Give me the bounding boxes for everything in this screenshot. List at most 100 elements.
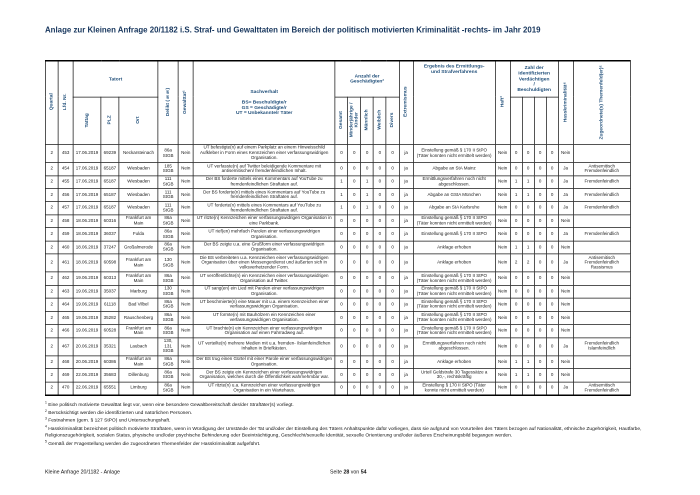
cell-verdaechtige-divers: 0 [545, 214, 559, 229]
col-group-geschaedigte: Anzahl der Geschädigten² [334, 60, 400, 98]
cell-gewalttat: Nein [177, 381, 194, 396]
cell-verdaechtige-divers: 0 [545, 310, 559, 325]
cell-verdaechtige-gesamt: 0 [509, 297, 523, 312]
cell-hasskriminalitaet: Nein [557, 355, 574, 370]
cell-ergebnis: Abgabe an StA Mainz [412, 162, 496, 176]
cell-quartal: 2 [44, 162, 59, 176]
cell-tattag: 19.06.2019 [72, 324, 102, 338]
cell-tattag: 22.06.2019 [72, 368, 102, 383]
cell-geschaedigte-gesamt: 0 [334, 284, 349, 299]
cell-quartal: 2 [44, 271, 59, 286]
cell-haft: Nein [494, 162, 511, 176]
cell-ort: Wiesbaden [118, 188, 159, 203]
cell-verdaechtige-weiblich: 0 [533, 240, 547, 255]
cell-geschaedigte-weiblich: 0 [373, 337, 387, 357]
cell-geschaedigte-gesamt: 1 [334, 201, 349, 216]
cell-plz: 37247 [100, 240, 120, 255]
cell-verdaechtige-maennlich: 1 [521, 240, 535, 255]
cell-lfd-nr: 460 [57, 240, 74, 255]
cell-tattag: 19.06.2019 [72, 284, 102, 299]
cell-verdaechtige-divers: 0 [545, 284, 559, 299]
cell-geschaedigte-gesamt: 0 [334, 271, 349, 286]
footer-of-word: von [350, 469, 360, 475]
cell-themenfeld [572, 297, 631, 312]
cell-sachverhalt: UT formte(n) mit Bauhölzern ein Kennzeic… [192, 310, 336, 325]
table-row: 2 466 19.06.2019 60528 Frankfurt am Main 86a … [44, 324, 631, 338]
cell-ort: Fulda [118, 227, 159, 242]
cell-geschaedigte-maennlich: 0 [360, 284, 374, 299]
cell-geschaedigte-maennlich: 0 [360, 214, 374, 229]
cell-geschaedigte-maennlich: 0 [360, 143, 374, 163]
table-row: 2 467 20.06.2019 35321 Laubach 130, 131 StGB N… [44, 337, 631, 357]
cell-quartal: 2 [44, 355, 59, 370]
table-row: 2 455 17.06.2019 65187 Wiesbaden 111 StGB Nein… [44, 175, 631, 190]
cell-verdaechtige-maennlich: 2 [521, 253, 535, 273]
cell-delikt: 86a StGB [157, 271, 179, 286]
cell-geschaedigte-gesamt: 0 [334, 227, 349, 242]
cell-extremismus: ja [398, 201, 414, 216]
cell-geschaedigte-weiblich: 0 [373, 188, 387, 203]
cell-geschaedigte-minderjaehrige: 0 [347, 227, 362, 242]
cell-geschaedigte-minderjaehrige: 0 [347, 284, 362, 299]
cell-verdaechtige-weiblich: 0 [533, 337, 547, 357]
col-header-plz: PLZ [100, 96, 120, 145]
cell-quartal: 2 [44, 201, 59, 216]
cell-geschaedigte-weiblich: 0 [373, 201, 387, 216]
cell-verdaechtige-maennlich: 0 [521, 271, 535, 286]
cell-geschaedigte-weiblich: 0 [373, 324, 387, 338]
cell-verdaechtige-gesamt: 2 [509, 253, 523, 273]
cell-geschaedigte-minderjaehrige: 0 [347, 214, 362, 229]
cell-geschaedigte-divers: 0 [385, 368, 400, 383]
cell-geschaedigte-weiblich: 0 [373, 227, 387, 242]
cell-geschaedigte-weiblich: 0 [373, 162, 387, 176]
cell-geschaedigte-divers: 0 [385, 162, 400, 176]
cell-geschaedigte-maennlich: 0 [360, 310, 374, 325]
cell-verdaechtige-maennlich: 0 [521, 284, 535, 299]
cell-geschaedigte-gesamt: 0 [334, 143, 349, 163]
cell-verdaechtige-weiblich: 0 [533, 188, 547, 203]
cell-lfd-nr: 455 [57, 175, 74, 190]
cell-tattag: 17.06.2019 [72, 143, 102, 163]
cell-geschaedigte-divers: 0 [385, 324, 400, 338]
table-row: 2 469 22.06.2019 35683 Dillenburg 86a StGB Nei… [44, 368, 631, 383]
cell-plz: 65187 [100, 201, 120, 216]
cell-gewalttat: Nein [177, 297, 194, 312]
cell-verdaechtige-gesamt: 0 [509, 310, 523, 325]
cell-lfd-nr: 468 [57, 355, 74, 370]
cell-verdaechtige-gesamt: 0 [509, 227, 523, 242]
page-title: Anlage zur Kleinen Anfrage 20/1182 i.S. … [45, 25, 541, 35]
cell-sachverhalt: UT befestigte(n) auf einem Parkplatz an … [192, 143, 336, 163]
cell-sachverhalt: Der BS zeigte ein Kennzeichen einer verf… [192, 368, 336, 383]
col-header-hasskriminalitaet: Hasskriminalität⁴ [557, 60, 574, 145]
cell-hasskriminalitaet: Ja [557, 253, 574, 273]
cell-gewalttat: Nein [177, 310, 194, 325]
cell-haft: Nein [494, 297, 511, 312]
cell-verdaechtige-divers: 0 [545, 297, 559, 312]
cell-geschaedigte-maennlich: 0 [360, 227, 374, 242]
col-header-verdaechtige-maennlich [521, 96, 535, 145]
cell-lfd-nr: 454 [57, 162, 74, 176]
cell-ergebnis: Einstellung gemäß § 170 II StPO [412, 227, 496, 242]
cell-ergebnis: Urteil Geldstrafe 30 Tagessätze a 30,-, … [412, 368, 496, 383]
col-header-quartal: Quartal [44, 60, 59, 145]
cell-lfd-nr: 457 [57, 201, 74, 216]
cell-geschaedigte-minderjaehrige: 0 [347, 297, 362, 312]
cell-tattag: 18.06.2019 [72, 227, 102, 242]
cell-geschaedigte-divers: 0 [385, 143, 400, 163]
cell-gewalttat: Nein [177, 368, 194, 383]
cell-geschaedigte-divers: 0 [385, 355, 400, 370]
cell-geschaedigte-minderjaehrige: 0 [347, 324, 362, 338]
cell-geschaedigte-minderjaehrige: 0 [347, 355, 362, 370]
cell-delikt: 130, 131 StGB [157, 337, 179, 357]
cell-verdaechtige-weiblich: 0 [533, 214, 547, 229]
cell-ort: Limburg [118, 381, 159, 396]
cell-extremismus: ja [398, 240, 414, 255]
cell-verdaechtige-weiblich: 0 [533, 227, 547, 242]
cell-haft: Nein [494, 188, 511, 203]
cell-verdaechtige-gesamt: 0 [509, 162, 523, 176]
cell-geschaedigte-divers: 0 [385, 297, 400, 312]
cell-sachverhalt: UT forderte(n) mittels eines Kommentars … [192, 201, 336, 216]
cell-geschaedigte-gesamt: 1 [334, 188, 349, 203]
cell-gewalttat: Nein [177, 271, 194, 286]
cell-verdaechtige-gesamt: 0 [509, 337, 523, 357]
